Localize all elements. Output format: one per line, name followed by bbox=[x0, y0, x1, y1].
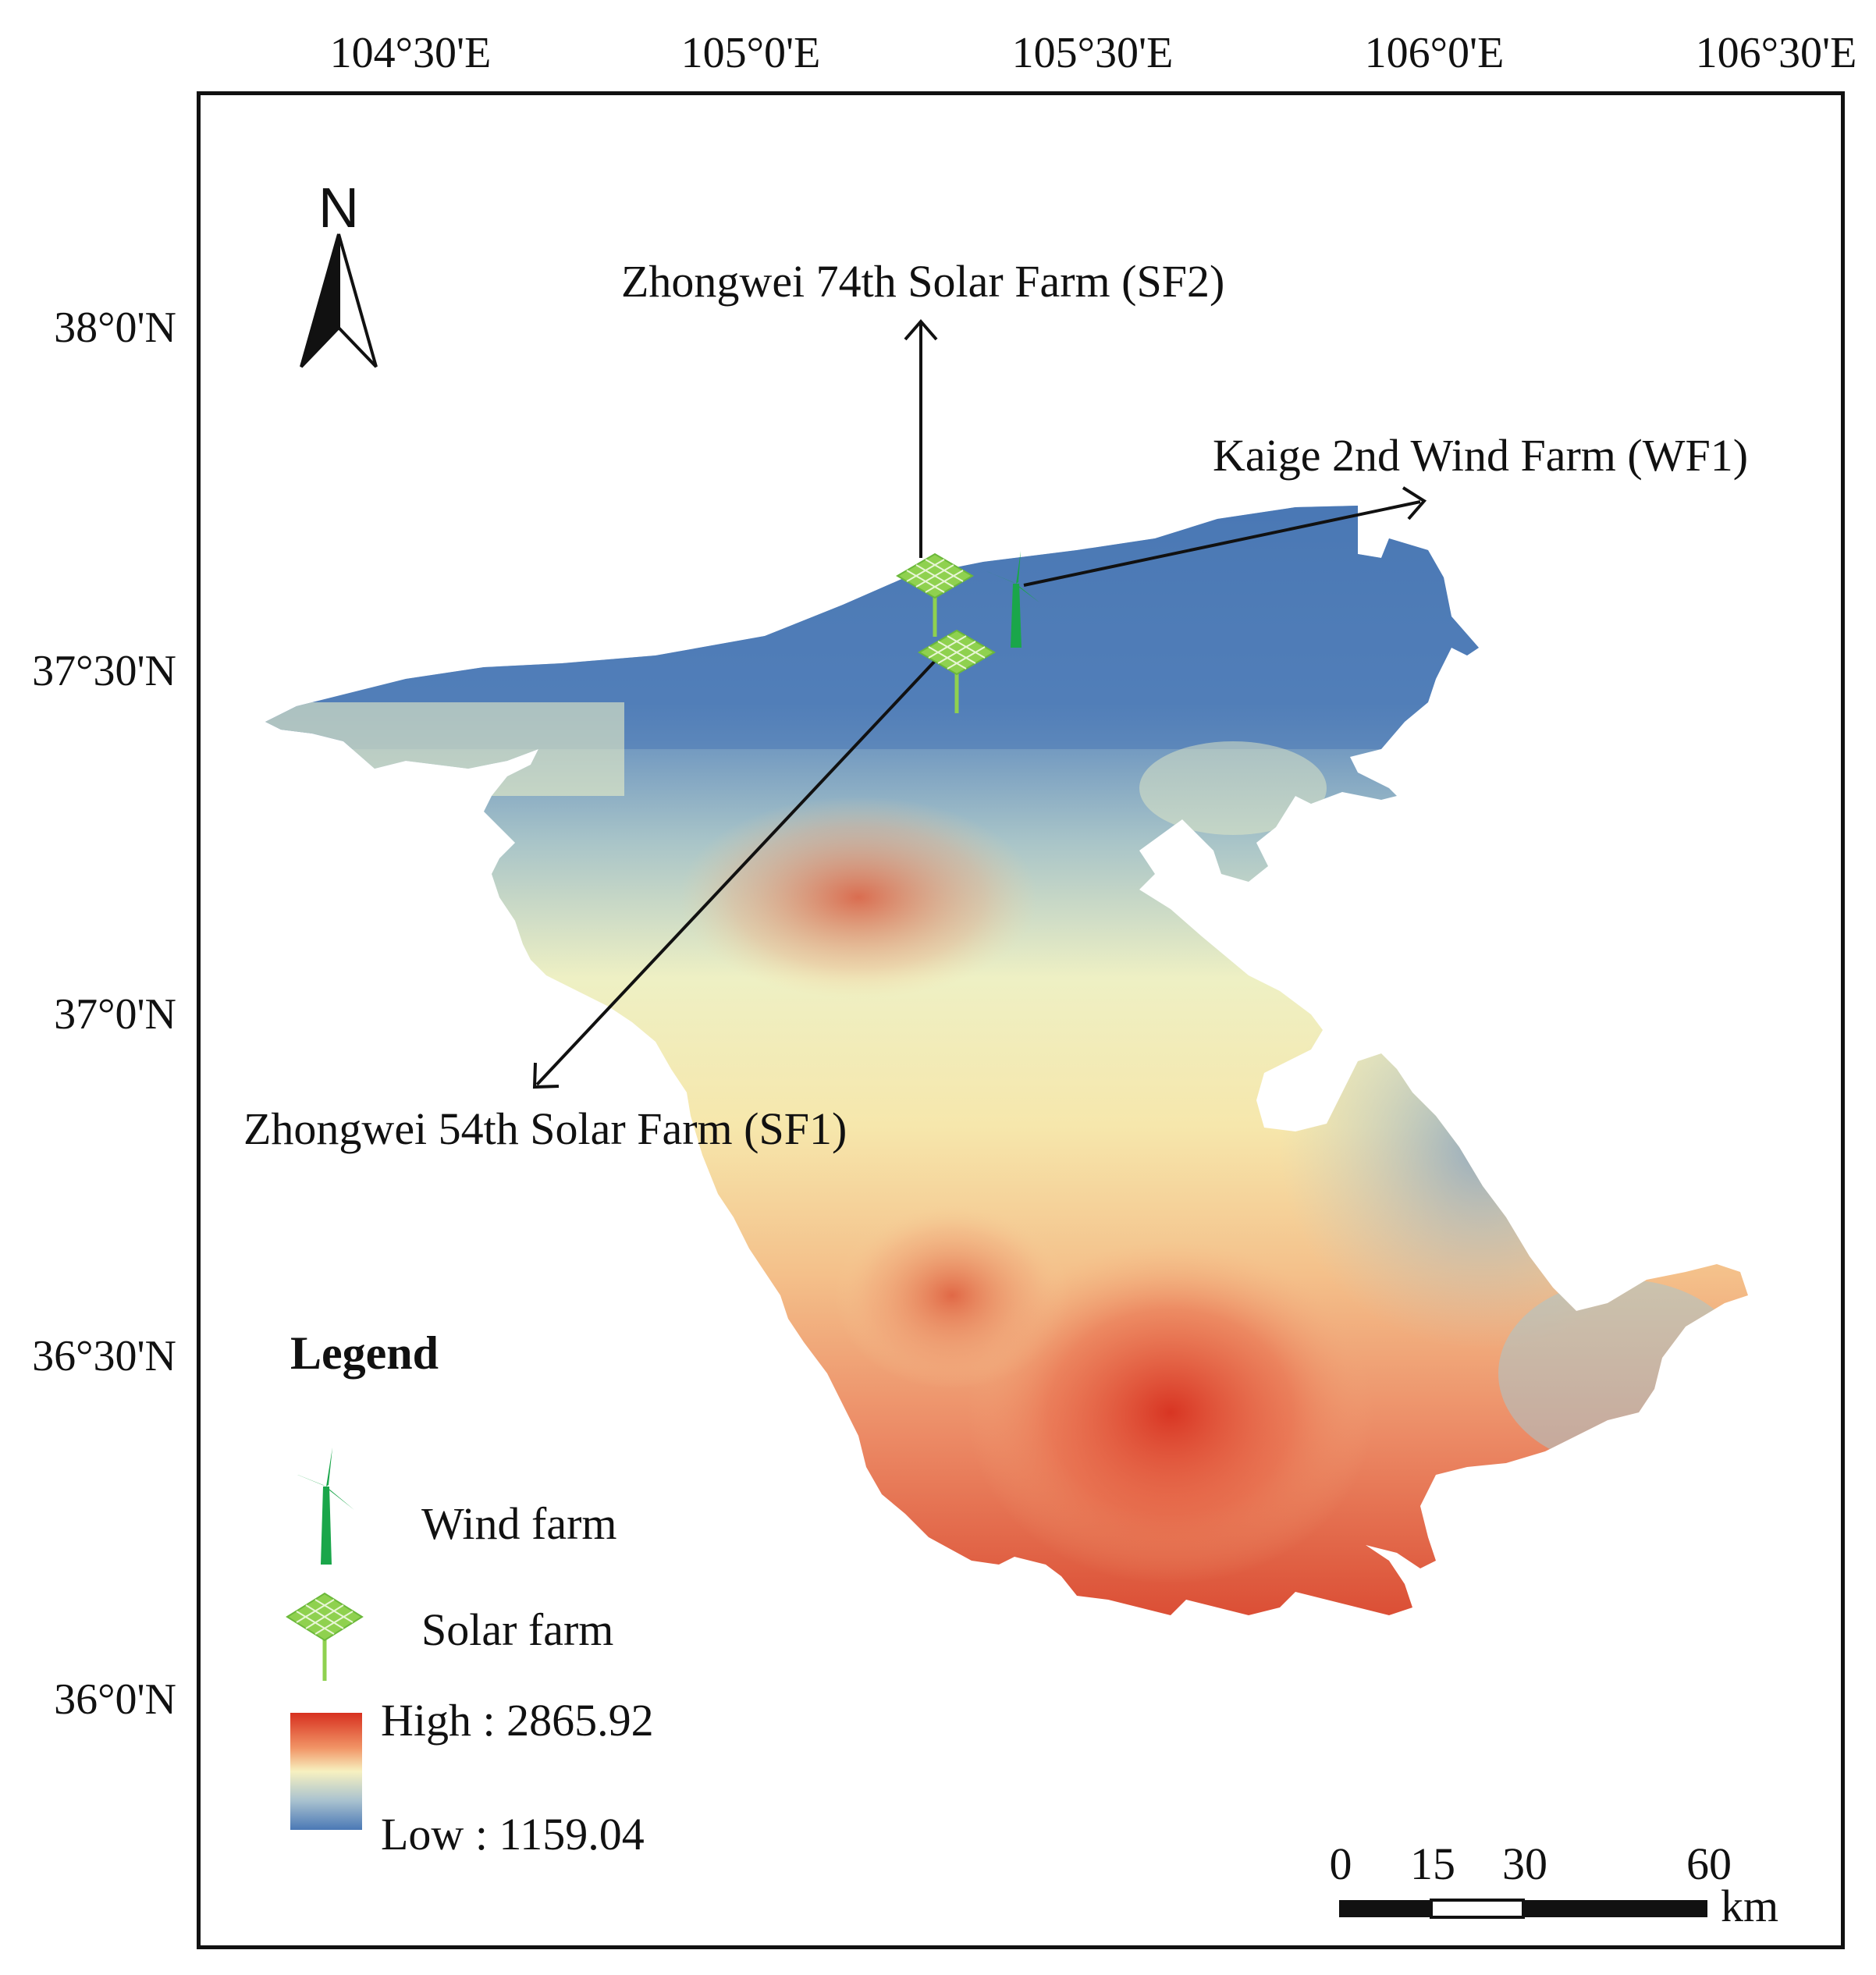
scale-tick-0: 0 bbox=[1329, 1838, 1352, 1889]
elevation-raster bbox=[265, 506, 1748, 1615]
callout-label-sf1: Zhongwei 54th Solar Farm (SF1) bbox=[243, 1103, 847, 1154]
latitude-label-37-0: 37°0'N bbox=[54, 990, 176, 1039]
longitude-label-106-0: 106°0'E bbox=[1364, 29, 1505, 77]
arrowhead-sf2 bbox=[904, 318, 938, 341]
callout-label-sf2: Zhongwei 74th Solar Farm (SF2) bbox=[621, 256, 1225, 307]
latitude-label-38-0: 38°0'N bbox=[54, 304, 176, 352]
legend-wind-farm-label: Wind farm bbox=[421, 1498, 617, 1549]
legend-wind-turbine-icon bbox=[292, 1448, 354, 1565]
callout-arrows bbox=[532, 318, 1427, 1089]
longitude-label-105-30: 105°30'E bbox=[1011, 29, 1174, 77]
north-arrow-label: N bbox=[318, 177, 359, 240]
longitude-label-104-30: 104°30'E bbox=[329, 29, 492, 77]
longitude-label-105-0: 105°0'E bbox=[680, 29, 821, 77]
solar-panel-icon bbox=[918, 629, 996, 713]
callout-label-wf1: Kaige 2nd Wind Farm (WF1) bbox=[1213, 430, 1749, 481]
scale-tick-30: 30 bbox=[1502, 1838, 1547, 1889]
arrow-sf1 bbox=[535, 658, 938, 1086]
north-arrow-icon bbox=[300, 233, 378, 368]
legend-low-label: Low : 1159.04 bbox=[381, 1809, 645, 1860]
legend-solar-farm-label: Solar farm bbox=[421, 1604, 614, 1655]
scale-bar bbox=[1339, 1899, 1707, 1919]
solar-panel-icon bbox=[896, 552, 974, 637]
legend-elevation-ramp bbox=[290, 1713, 362, 1830]
latitude-label-37-30: 37°30'N bbox=[32, 647, 176, 695]
arrow-wf1 bbox=[1023, 500, 1421, 587]
scale-tick-15: 15 bbox=[1410, 1838, 1455, 1889]
legend-title: Legend bbox=[290, 1327, 439, 1379]
latitude-label-36-30: 36°30'N bbox=[32, 1332, 176, 1380]
legend-high-label: High : 2865.92 bbox=[381, 1695, 654, 1746]
latitude-label-36-0: 36°0'N bbox=[54, 1675, 176, 1724]
arrowhead-sf1 bbox=[532, 1062, 560, 1089]
scale-tick-60: 60 bbox=[1686, 1838, 1732, 1889]
wind-turbine-icon bbox=[986, 551, 1039, 648]
scale-unit: km bbox=[1720, 1881, 1779, 1931]
longitude-label-106-30: 106°30'E bbox=[1695, 29, 1857, 77]
arrowhead-wf1 bbox=[1402, 486, 1427, 520]
map-frame bbox=[197, 91, 1845, 1949]
legend-solar-panel-icon bbox=[286, 1592, 364, 1681]
